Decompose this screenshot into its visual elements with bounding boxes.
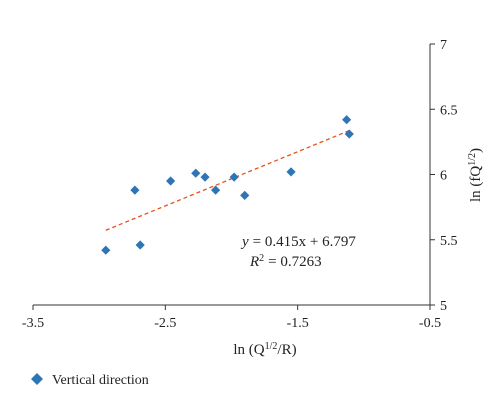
equation-annotation: y = 0.415x + 6.797 R2 = 0.7263 [240, 234, 356, 270]
legend-label: Vertical direction [52, 373, 149, 388]
y-tick-label: 5.5 [440, 234, 458, 249]
data-point [229, 172, 239, 182]
data-point [211, 185, 221, 195]
data-point [342, 115, 352, 125]
x-tick-label: -1.5 [287, 316, 309, 331]
data-point [191, 168, 201, 178]
y-tick-label: 6 [440, 169, 447, 184]
data-point [200, 172, 210, 182]
y-tick-label: 6.5 [440, 103, 458, 118]
data-point [101, 245, 111, 255]
equation-text: y = 0.415x + 6.797 [240, 234, 356, 250]
x-tick-label: -3.5 [22, 316, 44, 331]
data-points [101, 115, 354, 255]
x-tick-label: -0.5 [419, 316, 441, 331]
data-point [166, 176, 176, 186]
legend: Vertical direction [31, 373, 149, 388]
y-tick-label: 7 [440, 38, 447, 53]
data-point [286, 167, 296, 177]
x-axis-label: ln (Q1/2/R) [233, 341, 296, 359]
data-point [344, 129, 354, 139]
y-tick-label: 5 [440, 299, 447, 314]
trendline [105, 130, 350, 231]
r-squared-text: R2 = 0.7263 [249, 253, 322, 271]
data-point [240, 190, 250, 200]
trendline-group [105, 130, 350, 231]
tick-group: -3.5 -2.5 -1.5 -0.5 5 5.5 6 6.5 7 [22, 38, 458, 331]
data-point [135, 240, 145, 250]
data-point [130, 185, 140, 195]
y-axis-label: ln (fQ1/2) [467, 148, 485, 202]
x-tick-label: -2.5 [154, 316, 176, 331]
legend-marker [31, 373, 43, 385]
chart-axes [33, 44, 431, 306]
